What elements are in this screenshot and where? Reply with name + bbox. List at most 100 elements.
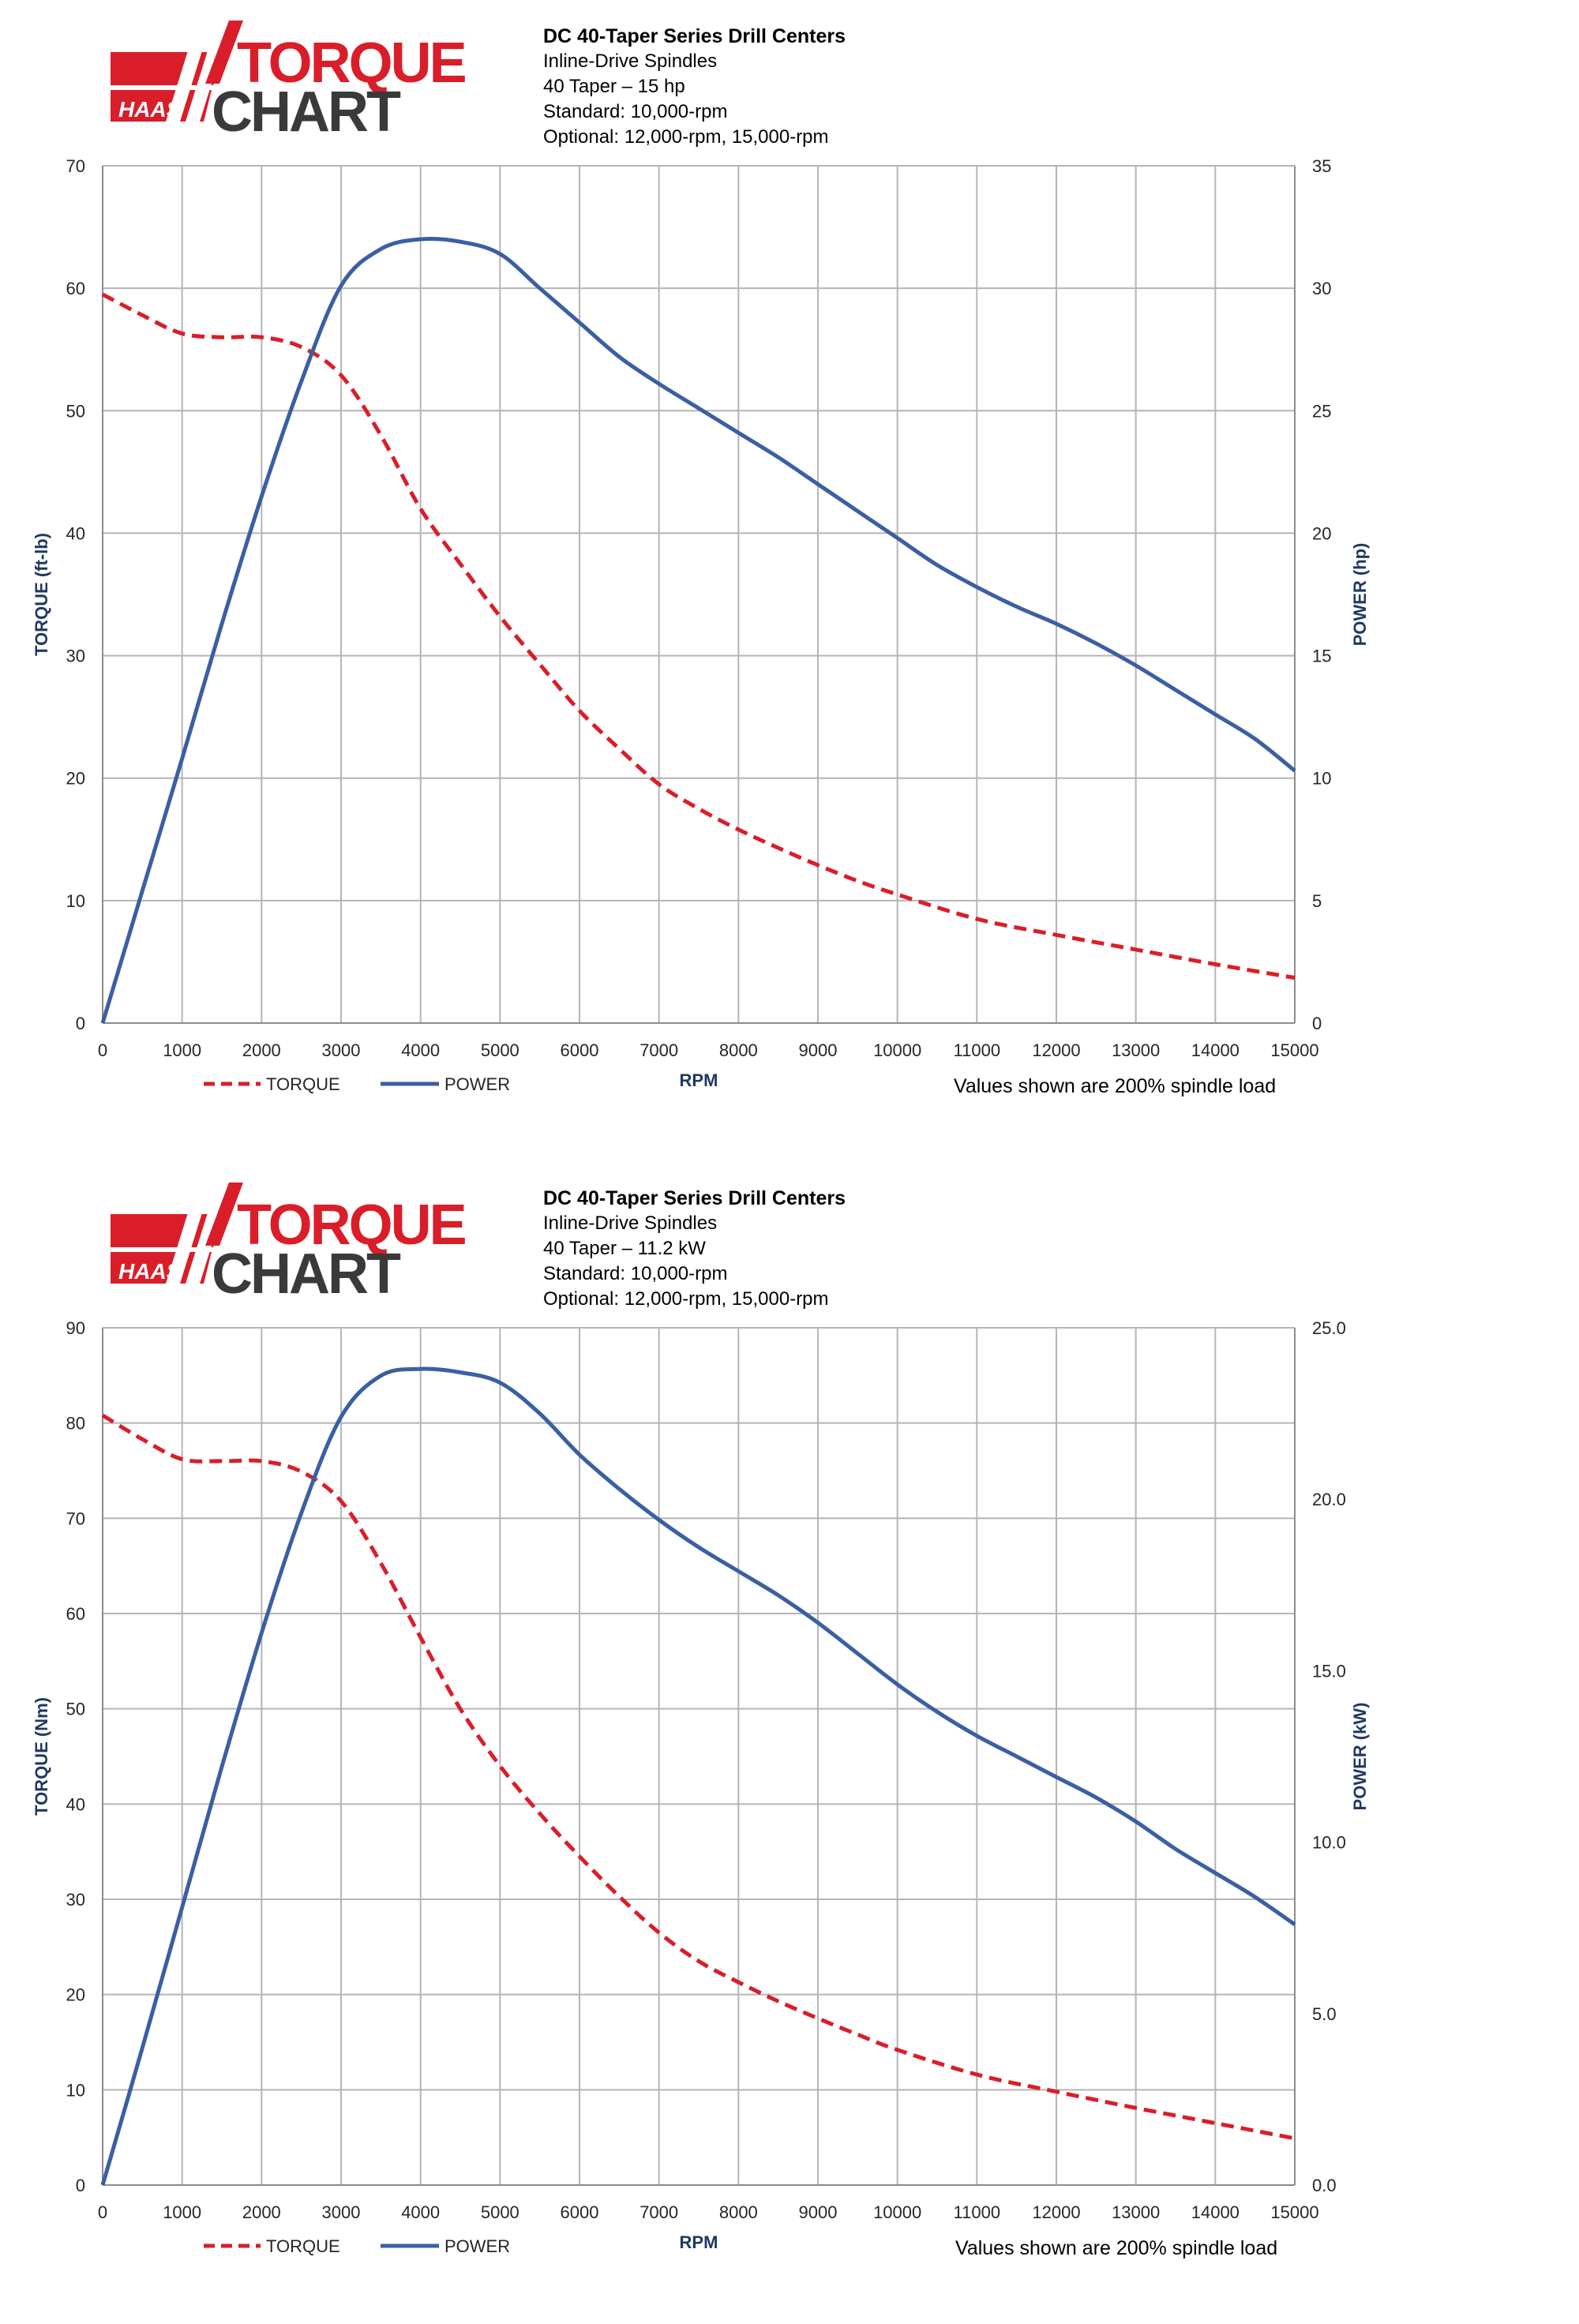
x-tick-label: 8000 [719, 1040, 758, 1060]
y-tick-label-right: 10 [1312, 769, 1331, 789]
legend-torque-label: TORQUE [266, 2236, 340, 2256]
y-tick-label-right: 30 [1312, 279, 1331, 298]
x-tick-label: 14000 [1191, 2202, 1240, 2222]
x-tick-label: 7000 [639, 2202, 678, 2222]
y-tick-label-left: 70 [66, 156, 85, 176]
y-tick-label-left: 60 [66, 279, 85, 298]
x-tick-label: 14000 [1191, 1040, 1240, 1060]
y-tick-label-left: 20 [66, 1985, 85, 2005]
spindle-load-note: Values shown are 200% spindle load [955, 2237, 1278, 2259]
x-tick-label: 5000 [481, 2202, 519, 2222]
header-line-1: Inline-Drive Spindles [543, 51, 718, 72]
haas-torque-chart-logo: HAAS TORQUE CHART [111, 21, 468, 135]
header-line-3: Standard: 10,000-rpm [543, 101, 728, 122]
header-line-2: 40 Taper – 11.2 kW [543, 1238, 706, 1259]
x-tick-label: 13000 [1112, 1040, 1160, 1060]
y-tick-label-right: 35 [1312, 156, 1331, 176]
x-tick-label: 12000 [1032, 2202, 1080, 2222]
y-tick-label-left: 50 [66, 1700, 85, 1719]
y-tick-label-right: 20.0 [1312, 1490, 1346, 1509]
x-tick-label: 7000 [639, 1040, 678, 1060]
y-tick-label-right: 10.0 [1312, 1833, 1346, 1853]
x-tick-label: 1000 [163, 1040, 201, 1060]
legend-torque-label: TORQUE [266, 1074, 340, 1094]
x-tick-label: 9000 [799, 1040, 838, 1060]
y-tick-label-right: 0.0 [1312, 2176, 1337, 2195]
y-tick-label-right: 15 [1312, 647, 1331, 666]
y-tick-label-left: 40 [66, 1794, 85, 1814]
chart-plot: 0 1000 2000 3000 4000 5000 6000 7000 8000 9000 10 0… [32, 1318, 1370, 2256]
y-tick-label-left: 60 [66, 1604, 85, 1624]
spindle-load-note: Values shown are 200% spindle load [954, 1075, 1277, 1097]
legend: TORQUE POWER [204, 2236, 510, 2256]
power-line [100, 1366, 1296, 2186]
chart-plot: 0 1000 2000 3000 4000 5000 6000 7000 8000 9000 100… [32, 156, 1370, 1094]
x-tick-label: 15000 [1270, 1040, 1318, 1060]
y-tick-label-right: 25.0 [1312, 1318, 1346, 1338]
x-tick-label: 3000 [322, 2202, 361, 2222]
x-tick-label: 12000 [1032, 1040, 1080, 1060]
logo-slash-3 [205, 21, 243, 84]
legend-power-label: POWER [444, 2236, 510, 2256]
logo-haas-text: HAAS [118, 97, 182, 122]
y-tick-label-left: 20 [66, 769, 85, 789]
x-tick-label: 1000 [163, 2202, 201, 2222]
grid [102, 1327, 1296, 2186]
x-tick-label: 4000 [401, 1040, 440, 1060]
logo-slash-1 [166, 1183, 212, 1284]
x-tick-label: 6000 [561, 2202, 599, 2222]
y-tick-label-left: 0 [76, 1014, 85, 1033]
x-tick-label: 10000 [873, 1040, 921, 1060]
power-line [100, 236, 1296, 1024]
y-axis-title-right: POWER (kW) [1350, 1703, 1370, 1811]
y-tick-label-right: 5 [1312, 891, 1322, 911]
legend: TORQUE POWER [204, 1074, 510, 1094]
y-tick-label-left: 90 [66, 1318, 85, 1338]
x-axis-title: RPM [680, 2232, 718, 2252]
y-tick-label-right: 20 [1312, 523, 1331, 543]
x-tick-label: 9000 [799, 2202, 838, 2222]
logo-haas-text: HAAS [118, 1259, 182, 1284]
x-tick-label: 2000 [242, 2202, 281, 2222]
x-tick-label: 15000 [1270, 2202, 1318, 2222]
legend-power-label: POWER [444, 1074, 510, 1094]
chart-header: DC 40-Taper Series Drill Centers Inline-… [543, 1186, 846, 1312]
y-tick-label-left: 0 [76, 2176, 85, 2195]
logo-slash-3 [205, 1183, 243, 1246]
logo-chart-text: CHART [212, 1243, 401, 1297]
logo-chart-text: CHART [212, 81, 401, 135]
header-line-2: 40 Taper – 15 hp [543, 76, 685, 97]
torque-line [101, 1413, 1296, 2141]
torque-chart-imperial: HAAS TORQUE CHART DC 40-Taper Series Dri… [32, 21, 1370, 1097]
y-tick-label-right: 5.0 [1312, 2004, 1337, 2024]
y-tick-label-left: 80 [66, 1414, 85, 1434]
x-tick-label: 2000 [242, 1040, 281, 1060]
header-line-3: Standard: 10,000-rpm [543, 1263, 728, 1284]
x-tick-label: 8000 [719, 2202, 758, 2222]
logo-slash-1 [166, 21, 212, 122]
torque-line [101, 292, 1296, 980]
x-tick-label: 6000 [561, 1040, 599, 1060]
header-line-4: Optional: 12,000-rpm, 15,000-rpm [543, 126, 829, 148]
x-tick-label: 4000 [401, 2202, 440, 2222]
y-tick-label-left: 50 [66, 401, 85, 421]
y-tick-label-left: 10 [66, 2080, 85, 2100]
chart-title: DC 40-Taper Series Drill Centers [543, 25, 846, 47]
x-tick-label: 0 [98, 1040, 107, 1060]
grid [102, 165, 1296, 1024]
x-tick-label: 11000 [954, 2202, 1001, 2222]
y-tick-label-right: 25 [1312, 401, 1331, 421]
header-line-4: Optional: 12,000-rpm, 15,000-rpm [543, 1288, 829, 1310]
x-tick-label: 3000 [322, 1040, 361, 1060]
y-tick-label-left: 30 [66, 647, 85, 666]
y-axis-title-left: TORQUE (Nm) [32, 1697, 51, 1816]
y-tick-label-left: 70 [66, 1509, 85, 1528]
torque-chart-metric: HAAS TORQUE CHART DC 40-Taper Series Dri… [0, 1162, 1579, 2324]
x-tick-label: 0 [98, 2202, 107, 2222]
logo-torque-text: TORQUE [237, 32, 466, 95]
y-tick-label-left: 30 [66, 1890, 85, 1910]
haas-torque-chart-logo: HAAS TORQUE CHART [111, 1183, 468, 1297]
y-axis-title-right: POWER (hp) [1350, 543, 1370, 647]
y-tick-label-right: 0 [1312, 1014, 1322, 1033]
y-tick-label-left: 10 [66, 891, 85, 911]
